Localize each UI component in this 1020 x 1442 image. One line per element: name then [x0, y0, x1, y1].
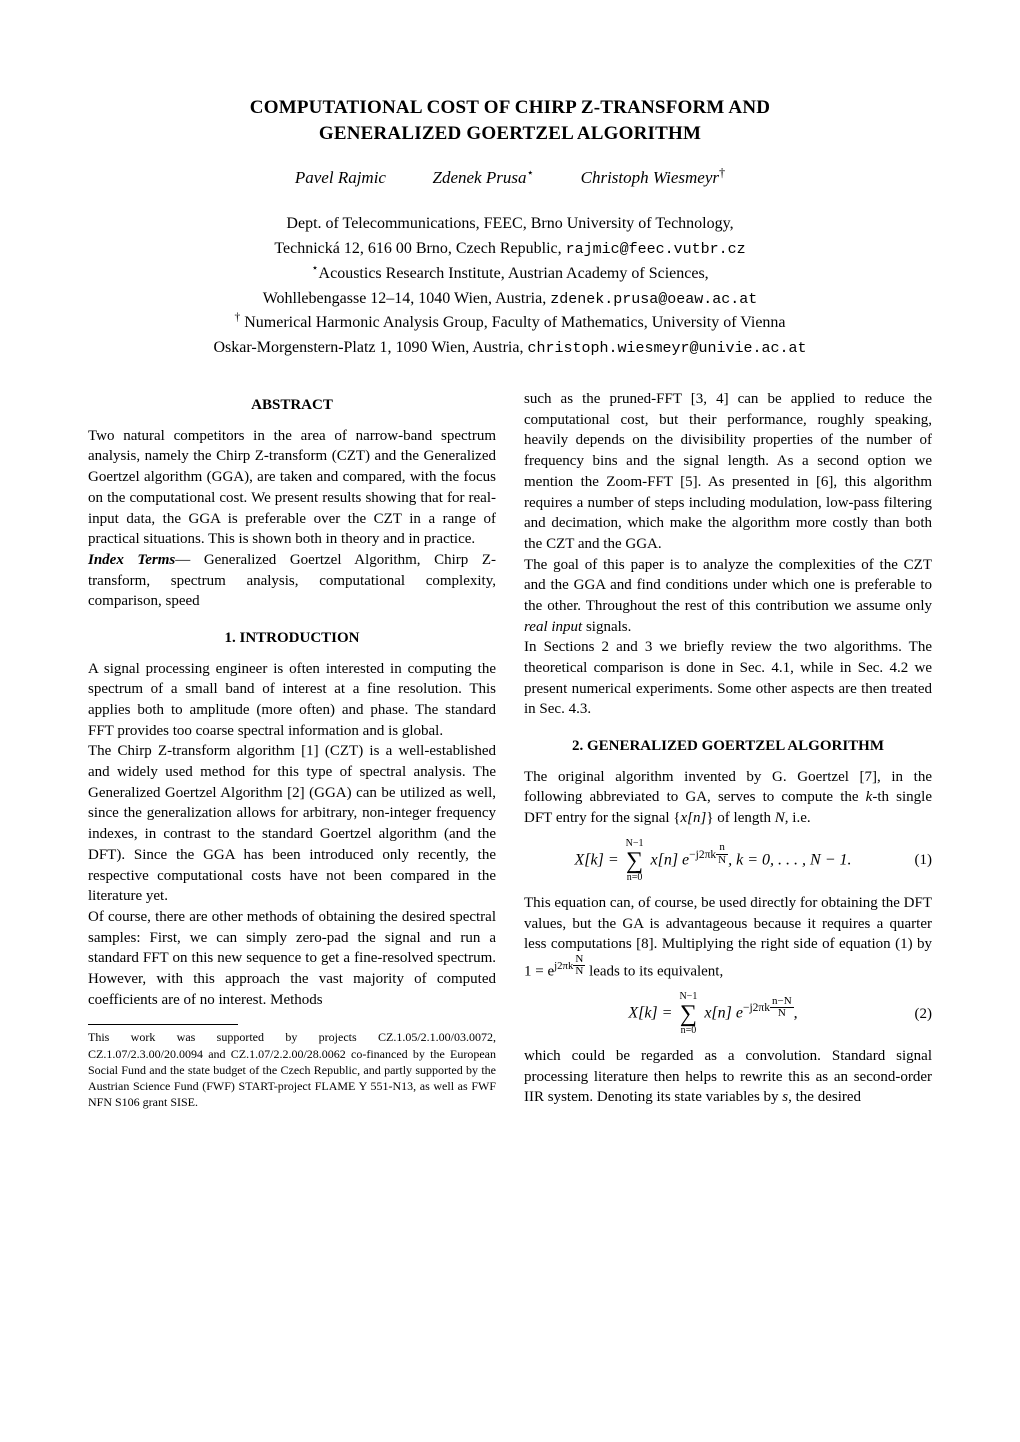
sec1-p3: Of course, there are other methods of ob… [88, 907, 496, 1010]
affil-line-3: ⋆Acoustics Research Institute, Austrian … [88, 262, 932, 287]
eq1-number: (1) [902, 850, 932, 871]
footnote-rule [88, 1024, 238, 1025]
affil-line-6a: Oskar-Morgenstern-Platz 1, 1090 Wien, Au… [214, 339, 528, 356]
abstract-heading: ABSTRACT [88, 395, 496, 416]
affil-line-5: † Numerical Harmonic Analysis Group, Fac… [88, 311, 932, 336]
affil-line-5-text: Numerical Harmonic Analysis Group, Facul… [240, 314, 785, 331]
right-column: such as the pruned-FFT [3, 4] can be app… [524, 389, 932, 1110]
affil-line-3-text: Acoustics Research Institute, Austrian A… [319, 265, 709, 282]
col2-p2b: signals. [582, 619, 631, 635]
eq1-sum: N−1 ∑ n=0 [626, 839, 644, 883]
eq2-sum-bot: n=0 [679, 1026, 697, 1036]
footnote-text: This work was supported by projects CZ.1… [88, 1029, 496, 1110]
eq1-tail: , k = 0, . . . , N − 1. [728, 851, 851, 868]
col2-p2: The goal of this paper is to analyze the… [524, 555, 932, 638]
sec2-p1-N: N [775, 810, 785, 826]
affil-mark-star: ⋆ [311, 263, 318, 275]
eq1-lhs: X[k] = [574, 851, 622, 868]
paper-title: COMPUTATIONAL COST OF CHIRP Z-TRANSFORM … [88, 95, 932, 146]
affil-email-3: christoph.wiesmeyr@univie.ac.at [527, 340, 806, 357]
sec2-p2-exp-pre: j2πk [554, 960, 573, 972]
eq2-exp-pre: −j2πk [743, 1002, 770, 1014]
sec2-p1: The original algorithm invented by G. Go… [524, 767, 932, 829]
sec2-p3a: which could be regarded as a convolution… [524, 1048, 932, 1105]
authors: Pavel Rajmic Zdenek Prusa⋆ Christoph Wie… [88, 168, 932, 188]
affiliations: Dept. of Telecommunications, FEEC, Brno … [88, 212, 932, 361]
author-3-mark: † [719, 166, 725, 180]
sec2-p3: which could be regarded as a convolution… [524, 1046, 932, 1108]
author-3: Christoph Wiesmeyr [581, 168, 719, 187]
sec2-p1-xn: x[n] [680, 810, 706, 826]
affil-email-1: rajmic@feec.vutbr.cz [566, 241, 746, 258]
eq1-body: X[k] = N−1 ∑ n=0 x[n] e−j2πknN, k = 0, .… [524, 839, 902, 883]
eq2-number: (2) [902, 1004, 932, 1025]
eq2-tail: , [794, 1005, 798, 1022]
affil-line-4a: Wohllebengasse 12–14, 1040 Wien, Austria… [263, 290, 551, 307]
eq1-frac: nN [716, 842, 728, 866]
sec1-p1: A signal processing engineer is often in… [88, 659, 496, 742]
title-line-2: GENERALIZED GOERTZEL ALGORITHM [319, 123, 701, 144]
section-2-heading: 2. GENERALIZED GOERTZEL ALGORITHM [524, 736, 932, 757]
eq1-exp: −j2πknN [689, 849, 728, 861]
index-terms-label: Index Terms [88, 552, 175, 568]
eq1-exp-pre: −j2πk [689, 849, 716, 861]
col2-p1: such as the pruned-FFT [3, 4] can be app… [524, 389, 932, 555]
equation-1: X[k] = N−1 ∑ n=0 x[n] e−j2πknN, k = 0, .… [524, 839, 932, 883]
equation-2: X[k] = N−1 ∑ n=0 x[n] e−j2πkn−NN, (2) [524, 992, 932, 1036]
sec2-p1c: } of length [706, 810, 774, 826]
sec2-p3b: , the desired [788, 1089, 861, 1105]
author-2: Zdenek Prusa [432, 168, 526, 187]
index-terms: Index Terms— Generalized Goertzel Algori… [88, 550, 496, 612]
sec2-p2-frac-den: N [573, 966, 585, 978]
eq2-lhs: X[k] = [628, 1005, 676, 1022]
sigma-icon: ∑ [626, 849, 644, 873]
col2-p2a: The goal of this paper is to analyze the… [524, 557, 932, 614]
eq2-body: X[k] = N−1 ∑ n=0 x[n] e−j2πkn−NN, [524, 992, 902, 1036]
eq2-frac-den: N [770, 1008, 794, 1020]
eq2-exp: −j2πkn−NN [743, 1002, 794, 1014]
author-2-mark: ⋆ [526, 166, 534, 180]
author-1: Pavel Rajmic [295, 168, 386, 187]
sigma-icon: ∑ [679, 1002, 697, 1026]
eq2-term: x[n] e [704, 1005, 743, 1022]
section-1-heading: 1. INTRODUCTION [88, 628, 496, 649]
affil-line-6: Oskar-Morgenstern-Platz 1, 1090 Wien, Au… [88, 336, 932, 361]
affil-line-4: Wohllebengasse 12–14, 1040 Wien, Austria… [88, 287, 932, 312]
eq2-sum: N−1 ∑ n=0 [679, 992, 697, 1036]
affil-line-1: Dept. of Telecommunications, FEEC, Brno … [88, 212, 932, 237]
sec2-p2b: leads to its equivalent, [585, 963, 723, 979]
sec2-p1d: , i.e. [785, 810, 811, 826]
sec2-p2-exp: j2πkNN [554, 960, 585, 972]
columns: ABSTRACT Two natural competitors in the … [88, 389, 932, 1110]
col2-p2-ital: real input [524, 619, 582, 635]
affil-line-2: Technická 12, 616 00 Brno, Czech Republi… [88, 237, 932, 262]
eq1-sum-bot: n=0 [626, 873, 644, 883]
eq2-frac: n−NN [770, 996, 794, 1020]
index-terms-dash: — [175, 552, 204, 568]
page: COMPUTATIONAL COST OF CHIRP Z-TRANSFORM … [0, 0, 1020, 1170]
affil-email-2: zdenek.prusa@oeaw.ac.at [550, 291, 757, 308]
sec2-p2-frac: NN [573, 954, 585, 978]
col2-p3: In Sections 2 and 3 we briefly review th… [524, 637, 932, 720]
left-column: ABSTRACT Two natural competitors in the … [88, 389, 496, 1110]
sec2-p2: This equation can, of course, be used di… [524, 893, 932, 982]
eq1-term: x[n] e [650, 851, 689, 868]
sec1-p2: The Chirp Z-transform algorithm [1] (CZT… [88, 741, 496, 907]
title-line-1: COMPUTATIONAL COST OF CHIRP Z-TRANSFORM … [250, 97, 770, 118]
affil-line-2a: Technická 12, 616 00 Brno, Czech Republi… [274, 240, 565, 257]
eq1-frac-den: N [716, 855, 728, 867]
abstract-body: Two natural competitors in the area of n… [88, 426, 496, 550]
